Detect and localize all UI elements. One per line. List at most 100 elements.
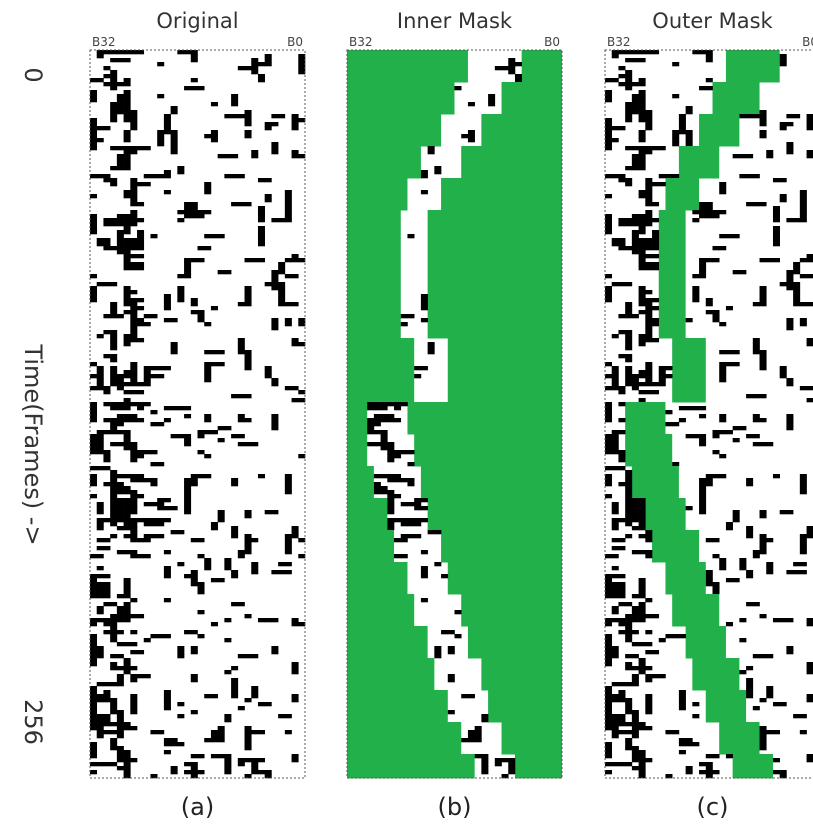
pixel (90, 478, 98, 483)
pixel (618, 50, 626, 55)
pixel (611, 138, 619, 143)
pixel (766, 258, 774, 263)
pixel (298, 342, 306, 347)
pixel (231, 102, 239, 107)
pixel (110, 82, 118, 87)
mask (447, 566, 562, 571)
pixel (137, 246, 145, 251)
mask (521, 66, 562, 71)
pixel (264, 58, 272, 63)
pixel (625, 82, 633, 87)
mask (347, 594, 415, 599)
mask (658, 290, 686, 295)
pixel (611, 654, 619, 659)
pixel (96, 610, 104, 615)
pixel (645, 318, 653, 323)
mask (461, 606, 562, 611)
pixel (103, 458, 111, 463)
pixel (625, 502, 633, 507)
pixel (665, 174, 673, 179)
pixel (625, 518, 633, 523)
pixel (645, 710, 653, 715)
pixel (157, 498, 165, 503)
pixel (130, 290, 138, 295)
pixel (638, 222, 646, 227)
pixel (373, 442, 381, 447)
pixel (90, 662, 98, 667)
pixel (291, 698, 299, 703)
pixel (806, 622, 813, 627)
mask (719, 746, 760, 751)
pixel (110, 430, 118, 435)
pixel (291, 254, 299, 259)
mask (631, 466, 679, 471)
pixel (705, 766, 713, 771)
pixel (481, 754, 489, 759)
pixel (244, 290, 252, 295)
pixel (90, 466, 98, 471)
pixel (373, 414, 381, 419)
pixel (631, 218, 639, 223)
pixel (204, 370, 212, 375)
pixel (658, 366, 666, 371)
pixel (400, 402, 408, 407)
pixel (224, 670, 232, 675)
pixel (184, 434, 192, 439)
pixel (618, 586, 626, 591)
mask (414, 434, 562, 439)
pixel (652, 390, 660, 395)
pixel (611, 682, 619, 687)
pixel (658, 174, 666, 179)
pixel (103, 246, 111, 251)
pixel (454, 634, 462, 639)
pixel (110, 442, 118, 447)
mask (672, 614, 720, 619)
pixel (184, 50, 192, 55)
pixel (759, 538, 767, 543)
pixel (163, 114, 171, 119)
pixel (658, 382, 666, 387)
pixel (631, 618, 639, 623)
mask (347, 450, 368, 455)
pixel (143, 174, 151, 179)
pixel (618, 682, 626, 687)
pixel (123, 82, 131, 87)
pixel (759, 202, 767, 207)
left-label: B32 (92, 35, 116, 49)
pixel (631, 154, 639, 159)
mask (521, 74, 562, 79)
pixel (685, 506, 693, 511)
pixel (699, 510, 707, 515)
pixel (130, 666, 138, 671)
mask (347, 266, 401, 271)
pixel (625, 114, 633, 119)
mask (427, 266, 562, 271)
pixel (618, 126, 626, 131)
mask (447, 382, 562, 387)
pixel (284, 534, 292, 539)
pixel (170, 138, 178, 143)
pixel (605, 406, 613, 411)
pixel (427, 346, 435, 351)
pixel (150, 534, 158, 539)
pixel (672, 130, 680, 135)
pixel (251, 58, 259, 63)
pixel (90, 718, 98, 723)
pixel (210, 734, 218, 739)
pixel (705, 754, 713, 759)
mask (705, 694, 747, 699)
pixel (110, 70, 118, 75)
pixel (759, 258, 767, 263)
pixel (692, 294, 700, 299)
pixel (786, 114, 794, 119)
pixel (103, 590, 111, 595)
mask (347, 90, 455, 95)
pixel (625, 74, 633, 79)
pixel (190, 674, 198, 679)
pixel (699, 442, 707, 447)
mask (347, 430, 368, 435)
pixel (699, 262, 707, 267)
pixel (284, 218, 292, 223)
mask (625, 418, 666, 423)
pixel (116, 482, 124, 487)
